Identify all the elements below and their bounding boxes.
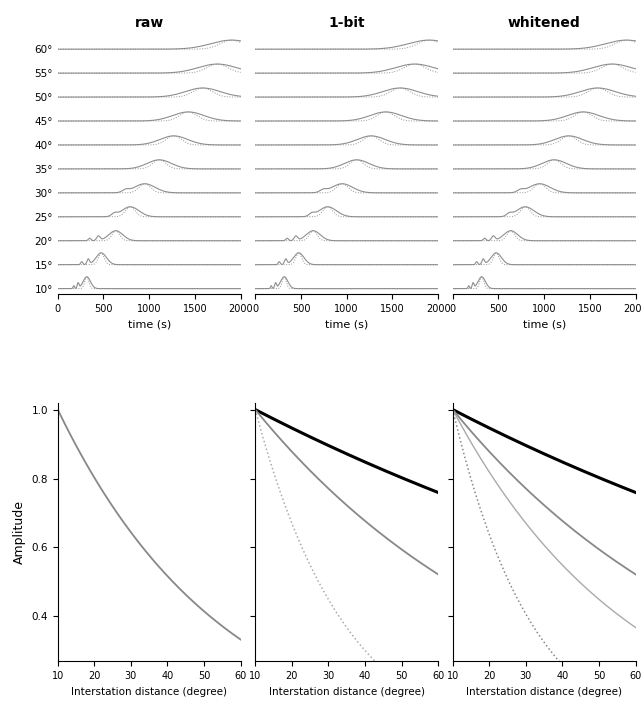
Title: whitened: whitened [508, 16, 580, 30]
Title: 1-bit: 1-bit [328, 16, 365, 30]
X-axis label: Interstation distance (degree): Interstation distance (degree) [466, 687, 622, 697]
X-axis label: time (s): time (s) [325, 319, 369, 329]
X-axis label: time (s): time (s) [523, 319, 566, 329]
X-axis label: time (s): time (s) [128, 319, 171, 329]
Y-axis label: Amplitude: Amplitude [13, 500, 26, 564]
X-axis label: Interstation distance (degree): Interstation distance (degree) [71, 687, 227, 697]
X-axis label: Interstation distance (degree): Interstation distance (degree) [269, 687, 424, 697]
Title: raw: raw [135, 16, 164, 30]
